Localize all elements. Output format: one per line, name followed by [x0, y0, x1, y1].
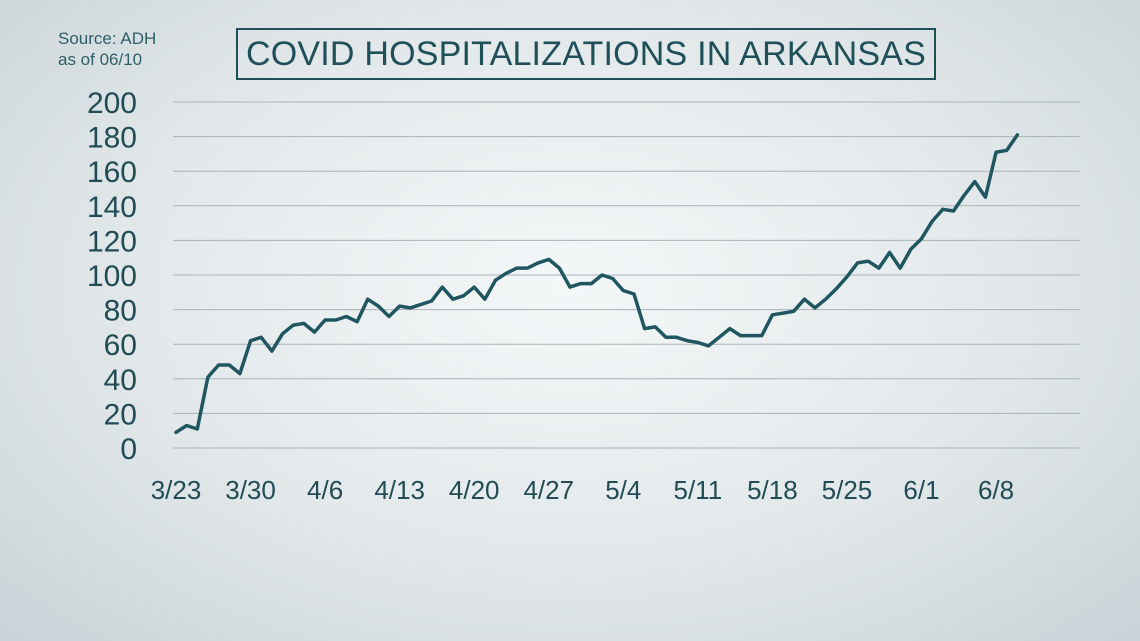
series-line — [174, 133, 1020, 435]
y-tick-label: 20 — [104, 398, 137, 431]
source-note: Source: ADH as of 06/10 — [58, 28, 156, 70]
x-tick-label: 4/13 — [374, 475, 425, 505]
x-axis-ticks: 3/23 3/30 4/6 4/13 4/20 4/27 5/4 5/11 5/18 5/25 6/… — [151, 475, 1014, 505]
x-tick-label: 4/6 — [307, 475, 343, 505]
x-tick-label: 3/30 — [225, 475, 276, 505]
as-of-date: as of 06/10 — [58, 50, 143, 69]
x-tick-label: 5/4 — [605, 475, 641, 505]
x-tick-label: 6/1 — [903, 475, 939, 505]
x-tick-label: 4/27 — [523, 475, 574, 505]
x-tick-label: 3/23 — [151, 475, 202, 505]
y-tick-label: 200 — [87, 87, 137, 120]
y-tick-label: 160 — [87, 156, 137, 189]
x-tick-label: 5/18 — [747, 475, 798, 505]
chart-title: COVID HOSPITALIZATIONS IN ARKANSAS — [236, 28, 937, 80]
y-tick-label: 140 — [87, 191, 137, 224]
y-tick-label: 100 — [87, 260, 137, 293]
x-tick-label: 6/8 — [978, 475, 1014, 505]
y-tick-label: 40 — [104, 364, 137, 397]
y-tick-label: 0 — [120, 433, 137, 466]
chart-series — [174, 133, 1020, 435]
x-tick-label: 5/25 — [822, 475, 873, 505]
y-tick-label: 180 — [87, 122, 137, 155]
y-tick-label: 80 — [104, 295, 137, 328]
x-tick-label: 4/20 — [449, 475, 500, 505]
source-line: Source: ADH — [58, 29, 157, 48]
y-tick-label: 120 — [87, 225, 137, 258]
chart-gridlines — [173, 101, 1080, 449]
x-tick-label: 5/11 — [674, 475, 723, 505]
y-tick-label: 60 — [104, 329, 137, 362]
